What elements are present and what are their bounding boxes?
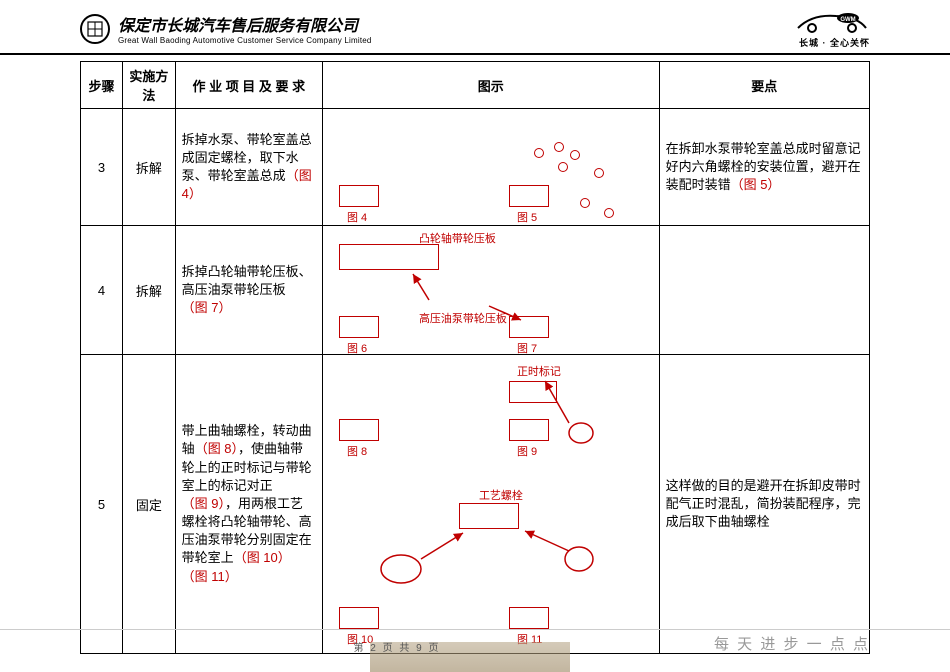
fig-ref: （图 10） — [234, 550, 291, 565]
table-row: 3 拆解 拆掉水泵、带轮室盖总成固定螺栓，取下水泵、带轮室盖总成（图 4） 图 … — [81, 109, 870, 226]
th-step: 步骤 — [81, 62, 123, 109]
cell-method: 拆解 — [123, 226, 176, 355]
fig-caption: 图 8 — [347, 443, 367, 459]
diagram-row3: 图 4 图 5 — [329, 113, 653, 221]
img-box — [339, 244, 439, 270]
img-box — [509, 185, 549, 207]
fig-caption: 图 9 — [517, 443, 537, 459]
marker-circle — [604, 208, 614, 218]
fig-caption: 图 5 — [517, 209, 537, 225]
marker-circle — [554, 142, 564, 152]
cell-method: 拆解 — [123, 109, 176, 226]
company-name-cn: 保定市长城汽车售后服务有限公司 — [118, 12, 372, 36]
footer-divider — [0, 629, 950, 630]
th-method: 实施方法 — [123, 62, 176, 109]
marker-circle — [594, 168, 604, 178]
fig-ref: （图 7） — [182, 300, 232, 315]
company-block: 保定市长城汽车售后服务有限公司 Great Wall Baoding Autom… — [80, 12, 372, 45]
img-box — [339, 419, 379, 441]
fig-ref: （图 9） — [182, 496, 225, 511]
diagram-row4: 凸轮轴带轮压板 高压油泵带轮压板 图 6 图 7 — [329, 230, 653, 350]
annotation: 正时标记 — [517, 363, 561, 379]
cell-step: 4 — [81, 226, 123, 355]
page-number: 第 2 页 共 9 页 — [353, 639, 440, 660]
img-box — [509, 419, 549, 441]
cell-task: 带上曲轴螺栓，转动曲轴（图 8），使曲轴带轮上的正时标记与带轮室上的标记对正（图… — [175, 355, 322, 654]
fig-ref: （图 5） — [731, 177, 781, 192]
cell-diagram: 凸轮轴带轮压板 高压油泵带轮压板 图 6 图 7 — [322, 226, 659, 355]
key-text: 这样做的目的是避开在拆卸皮带时配气正时混乱，简扮装配程序，完成后取下曲轴螺栓 — [666, 478, 861, 529]
gw-logo-icon — [80, 14, 110, 44]
marker-circle — [534, 148, 544, 158]
marker-circle — [558, 162, 568, 172]
table-header-row: 步骤 实施方法 作 业 项 目 及 要 求 图示 要点 — [81, 62, 870, 109]
brand-block: GWM 长城 · 全心关怀 — [792, 8, 870, 49]
img-box — [459, 503, 519, 529]
company-text: 保定市长城汽车售后服务有限公司 Great Wall Baoding Autom… — [118, 12, 372, 45]
brand-badge-text: GWM — [840, 17, 855, 23]
img-box — [339, 607, 379, 629]
marker-circle — [570, 150, 580, 160]
cell-diagram: 图 4 图 5 — [322, 109, 659, 226]
th-key: 要点 — [659, 62, 869, 109]
img-box — [509, 607, 549, 629]
cell-key: 这样做的目的是避开在拆卸皮带时配气正时混乱，简扮装配程序，完成后取下曲轴螺栓 — [659, 355, 869, 654]
th-diagram: 图示 — [322, 62, 659, 109]
table-row: 4 拆解 拆掉凸轮轴带轮压板、高压油泵带轮压板 （图 7） 凸轮轴带轮压板 高压… — [81, 226, 870, 355]
procedure-table: 步骤 实施方法 作 业 项 目 及 要 求 图示 要点 3 拆解 拆掉水泵、带轮… — [80, 61, 870, 654]
page-header: 保定市长城汽车售后服务有限公司 Great Wall Baoding Autom… — [0, 0, 950, 55]
cell-task: 拆掉水泵、带轮室盖总成固定螺栓，取下水泵、带轮室盖总成（图 4） — [175, 109, 322, 226]
img-box — [509, 381, 557, 403]
annotation: 高压油泵带轮压板 — [419, 310, 507, 326]
annotation: 工艺螺栓 — [479, 487, 523, 503]
table-row: 5 固定 带上曲轴螺栓，转动曲轴（图 8），使曲轴带轮上的正时标记与带轮室上的标… — [81, 355, 870, 654]
cell-step: 5 — [81, 355, 123, 654]
img-box — [339, 316, 379, 338]
cell-diagram: 正时标记 图 8 图 9 工艺螺栓 图 10 图 11 — [322, 355, 659, 654]
cell-key — [659, 226, 869, 355]
brand-slogan: 长城 · 全心关怀 — [792, 36, 870, 49]
th-task: 作 业 项 目 及 要 求 — [175, 62, 322, 109]
cell-key: 在拆卸水泵带轮室盖总成时留意记好内六角螺栓的安装位置，避开在装配时装错（图 5） — [659, 109, 869, 226]
diagram-row5: 正时标记 图 8 图 9 工艺螺栓 图 10 图 11 — [329, 359, 653, 649]
company-name-en: Great Wall Baoding Automotive Customer S… — [118, 36, 372, 45]
page-footer: 第 2 页 共 9 页 每 天 进 步 一 点 点 — [0, 633, 950, 654]
fig-ref: （图 8） — [195, 441, 238, 456]
fig-caption: 图 4 — [347, 209, 367, 225]
cell-step: 3 — [81, 109, 123, 226]
footer-motto: 每 天 进 步 一 点 点 — [714, 633, 870, 654]
cell-method: 固定 — [123, 355, 176, 654]
task-text: 拆掉凸轮轴带轮压板、高压油泵带轮压板 — [182, 264, 312, 297]
cell-task: 拆掉凸轮轴带轮压板、高压油泵带轮压板 （图 7） — [175, 226, 322, 355]
car-icon: GWM — [792, 8, 870, 36]
fig-ref: （图 11） — [182, 569, 238, 584]
marker-circle — [580, 198, 590, 208]
img-box — [509, 316, 549, 338]
img-box — [339, 185, 379, 207]
